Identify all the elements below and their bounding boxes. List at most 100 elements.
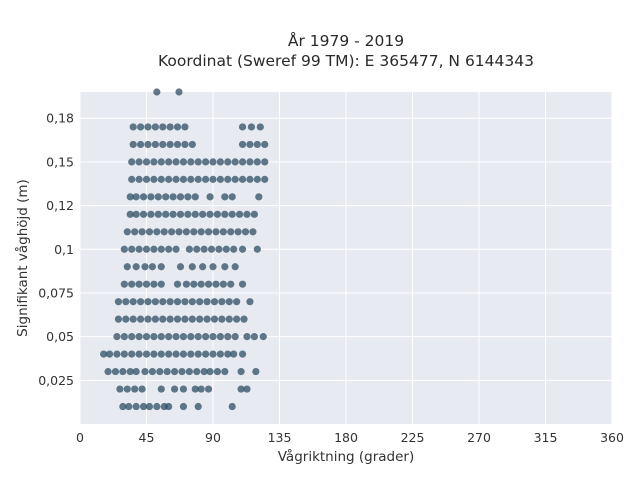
data-point — [253, 245, 261, 253]
data-point — [199, 263, 207, 271]
data-point — [200, 367, 208, 376]
data-point — [144, 140, 152, 149]
data-point — [172, 350, 180, 358]
data-point — [128, 158, 136, 166]
data-point — [247, 123, 256, 131]
data-point — [200, 245, 208, 253]
data-point — [210, 315, 219, 323]
data-point — [231, 263, 239, 271]
data-point — [238, 245, 247, 253]
data-point — [181, 315, 189, 323]
data-point — [150, 280, 158, 288]
data-point — [157, 333, 165, 341]
data-point — [153, 228, 161, 236]
data-point — [182, 228, 190, 236]
data-point — [123, 263, 131, 271]
data-point — [216, 158, 224, 166]
data-point — [227, 228, 235, 236]
data-point — [165, 333, 173, 341]
data-point — [216, 175, 224, 183]
data-point — [136, 123, 145, 131]
data-point — [191, 210, 199, 218]
data-point — [228, 210, 236, 218]
data-point — [145, 228, 154, 236]
data-point — [188, 315, 196, 323]
data-point — [194, 350, 202, 358]
data-point — [237, 367, 245, 376]
data-point — [206, 210, 214, 218]
data-point — [182, 280, 190, 288]
data-point — [221, 210, 229, 218]
data-point — [230, 245, 238, 253]
data-point — [218, 315, 226, 323]
data-point — [153, 402, 161, 411]
data-point — [138, 385, 146, 393]
data-point — [178, 367, 186, 376]
data-point — [175, 88, 183, 96]
data-point — [199, 210, 207, 218]
data-point — [166, 123, 174, 131]
data-point — [259, 333, 267, 341]
data-point — [179, 175, 188, 183]
data-point — [236, 210, 244, 218]
data-point — [224, 350, 232, 358]
data-point — [144, 315, 152, 323]
data-point — [126, 193, 134, 201]
data-point — [172, 333, 180, 341]
data-point — [233, 315, 241, 323]
data-point — [237, 385, 245, 393]
data-point — [250, 210, 258, 218]
data-point — [113, 333, 121, 341]
data-point — [128, 333, 136, 341]
data-point — [196, 315, 204, 323]
data-point — [151, 140, 159, 149]
data-point — [231, 158, 239, 166]
data-point — [210, 298, 219, 306]
data-point — [120, 245, 128, 253]
y-tick-labels: 0,025 0,05 0,075 0,1 0,12 0,15 0,18 — [38, 111, 74, 388]
data-point — [176, 263, 185, 271]
data-point — [202, 175, 210, 183]
data-point — [151, 298, 159, 306]
data-point — [213, 367, 222, 376]
y-tick-label: 0,18 — [46, 111, 74, 126]
data-point — [157, 263, 165, 271]
data-point — [187, 158, 195, 166]
data-point — [120, 280, 128, 288]
data-point — [184, 210, 192, 218]
data-point — [209, 263, 217, 271]
data-point — [246, 158, 254, 166]
data-point — [165, 245, 173, 253]
data-point — [213, 210, 222, 218]
data-point — [202, 158, 210, 166]
data-point — [184, 193, 192, 201]
data-point — [212, 280, 220, 288]
data-point — [111, 367, 120, 376]
data-point — [135, 280, 143, 288]
data-point — [150, 350, 158, 358]
data-point — [193, 245, 201, 253]
data-point — [165, 350, 173, 358]
data-point — [188, 298, 196, 306]
data-point — [224, 158, 232, 166]
data-point — [120, 350, 128, 358]
data-point — [234, 228, 242, 236]
data-point — [181, 140, 189, 149]
data-point — [122, 298, 130, 306]
data-point — [175, 228, 183, 236]
data-point — [176, 193, 185, 201]
data-point — [159, 123, 167, 131]
x-tick-label: 180 — [334, 430, 358, 445]
data-point — [185, 367, 193, 376]
data-point — [120, 333, 128, 341]
y-tick-label: 0,1 — [54, 242, 74, 257]
data-point — [128, 245, 136, 253]
data-point — [173, 315, 182, 323]
data-point — [216, 350, 224, 358]
data-point — [128, 350, 136, 358]
data-point — [138, 228, 146, 236]
data-point — [113, 350, 121, 358]
x-tick-label: 225 — [401, 430, 425, 445]
data-point — [179, 333, 188, 341]
